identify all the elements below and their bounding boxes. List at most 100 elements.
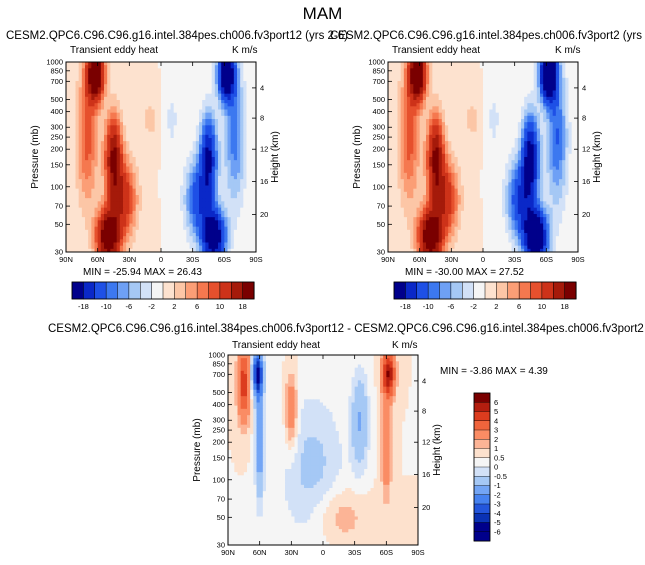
colorbar-box — [393, 281, 406, 300]
colorbar-label: 6 — [195, 302, 199, 311]
colorbar-label: 5 — [494, 407, 498, 416]
x-tick-label: 0 — [321, 548, 325, 557]
y-tick-label: 150 — [372, 160, 385, 169]
x-tick-label: 30N — [284, 548, 298, 557]
y-tick-label: 700 — [50, 77, 63, 86]
height-tick-label: 4 — [260, 83, 264, 92]
y-tick-label: 400 — [212, 400, 225, 409]
colorbar-label: 1 — [494, 444, 498, 453]
colorbar-box — [473, 522, 491, 533]
colorbar-box — [473, 485, 491, 496]
y-tick-label: 850 — [212, 359, 225, 368]
colorbar-box — [473, 531, 491, 542]
colorbar-box — [473, 420, 491, 431]
x-tick-label: 60N — [91, 255, 105, 264]
panel1-min-max: MIN = -25.94 MAX = 26.43 — [83, 267, 202, 278]
panel3-title: CESM2.QPC6.C96.C96.g16.intel.384pes.ch00… — [48, 323, 644, 335]
colorbar-label: 3 — [494, 426, 498, 435]
colorbar-box — [128, 281, 141, 300]
height-tick-label: 4 — [422, 376, 426, 385]
panel2-field — [388, 62, 579, 253]
x-tick-label: 60S — [540, 255, 553, 264]
y-tick-label: 250 — [50, 133, 63, 142]
height-tick-label: 12 — [260, 145, 268, 154]
y-tick-label: 700 — [212, 370, 225, 379]
y-tick-label: 30 — [217, 541, 225, 550]
colorbar-label: -6 — [494, 527, 501, 536]
y-axis-title: Pressure (mb) — [30, 125, 41, 188]
colorbar-box — [473, 513, 491, 524]
colorbar-box — [564, 281, 577, 300]
y-tick-label: 400 — [372, 107, 385, 116]
height-tick-label: 8 — [582, 114, 586, 123]
x-tick-label: 60S — [380, 548, 393, 557]
panel3-right-label: K m/s — [392, 340, 418, 351]
y-tick-label: 150 — [50, 160, 63, 169]
y-axis-title: Pressure (mb) — [352, 125, 363, 188]
panel3-field — [228, 355, 419, 546]
x-tick-label: 90S — [249, 255, 262, 264]
colorbar-box — [174, 281, 187, 300]
colorbar-box — [117, 281, 130, 300]
colorbar-box — [484, 281, 497, 300]
colorbar-label: -5 — [494, 518, 501, 527]
colorbar-box — [208, 281, 221, 300]
colorbar-label: 2 — [172, 302, 176, 311]
colorbar-label: 6 — [517, 302, 521, 311]
colorbar-box — [496, 281, 509, 300]
x-tick-label: 90N — [221, 548, 235, 557]
colorbar-box — [151, 281, 164, 300]
colorbar-box — [473, 494, 491, 505]
colorbar-box — [507, 281, 520, 300]
height-tick-label: 12 — [422, 438, 430, 447]
colorbar-box — [140, 281, 153, 300]
colorbar-box — [473, 466, 491, 477]
colorbar-box — [541, 281, 554, 300]
colorbar-label: -0.5 — [494, 472, 507, 481]
colorbar-box — [242, 281, 255, 300]
x-tick-label: 90N — [381, 255, 395, 264]
height-tick-label: 8 — [260, 114, 264, 123]
colorbar-label: 10 — [216, 302, 224, 311]
y-tick-label: 500 — [50, 95, 63, 104]
colorbar-label: 18 — [560, 302, 568, 311]
colorbar-box — [473, 457, 491, 468]
colorbar-box — [71, 281, 84, 300]
colorbar-label: -10 — [101, 302, 112, 311]
colorbar-frame — [393, 281, 577, 300]
x-tick-label: 0 — [159, 255, 163, 264]
height-tick-label: 4 — [582, 83, 586, 92]
colorbar-box — [473, 448, 491, 459]
y-tick-label: 30 — [55, 248, 63, 257]
y-tick-label: 50 — [217, 513, 225, 522]
x-tick-label: 60S — [218, 255, 231, 264]
height-tick-label: 16 — [582, 177, 590, 186]
colorbar-box — [83, 281, 96, 300]
colorbar-box — [162, 281, 175, 300]
colorbar-box — [462, 281, 475, 300]
colorbar-box — [473, 281, 486, 300]
y-tick-label: 400 — [50, 107, 63, 116]
colorbar-box — [518, 281, 532, 300]
x-tick-label: 30S — [508, 255, 521, 264]
colorbar-label: -3 — [494, 500, 501, 509]
colorbar-label: -10 — [423, 302, 434, 311]
colorbar-box — [196, 281, 210, 300]
panel1-colorbar — [71, 281, 255, 300]
x-tick-label: 30S — [348, 548, 361, 557]
colorbar-box — [473, 392, 491, 403]
x-tick-label: 90S — [411, 548, 424, 557]
colorbar-label: 2 — [494, 435, 498, 444]
y-tick-label: 50 — [55, 220, 63, 229]
colorbar-box — [473, 476, 491, 487]
x-tick-label: 30S — [186, 255, 199, 264]
y-tick-label: 850 — [372, 66, 385, 75]
panel3-colorbar — [473, 392, 491, 542]
colorbar-box — [473, 411, 491, 422]
colorbar-box — [473, 503, 491, 514]
colorbar-box — [450, 281, 463, 300]
colorbar-box — [473, 402, 491, 413]
colorbar-box — [185, 281, 198, 300]
height-axis-title: Height (km) — [592, 131, 603, 183]
